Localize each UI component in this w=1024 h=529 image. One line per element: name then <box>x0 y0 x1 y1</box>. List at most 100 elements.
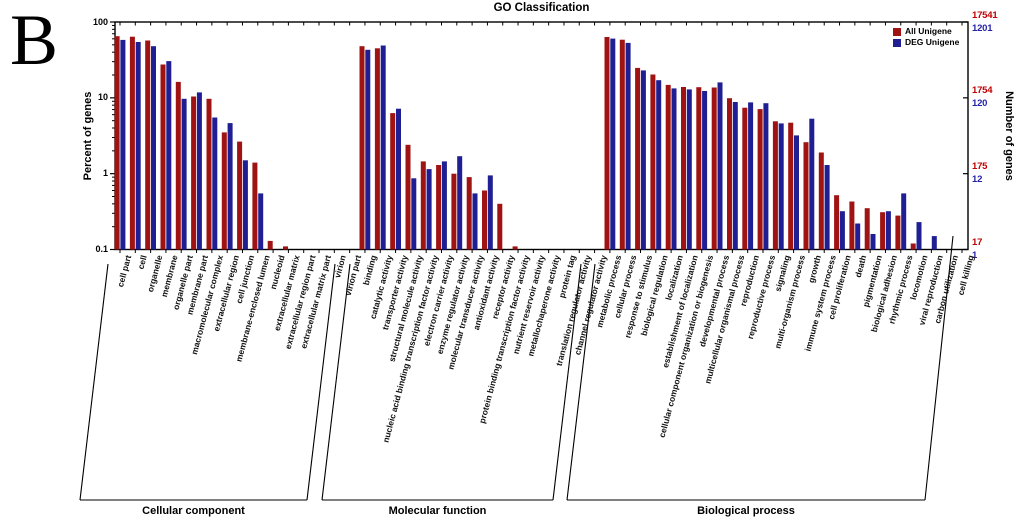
bar-deg-unigene <box>839 211 845 250</box>
bar-all-unigene <box>283 246 288 250</box>
bar-all-unigene <box>145 40 151 250</box>
bar-deg-unigene <box>441 161 447 250</box>
axis-line <box>924 235 954 501</box>
bar-deg-unigene <box>365 49 371 250</box>
bar-deg-unigene <box>166 61 172 250</box>
bar-all-unigene <box>711 87 717 250</box>
legend-label: All Unigene <box>905 26 952 36</box>
bar-all-unigene <box>221 132 227 250</box>
bar-deg-unigene <box>885 211 891 250</box>
bar-deg-unigene <box>901 193 907 250</box>
panel-label: B <box>10 0 59 80</box>
bar-deg-unigene <box>212 117 218 250</box>
bar-all-unigene <box>650 74 656 250</box>
bar-deg-unigene <box>457 156 463 250</box>
axis-line <box>566 263 596 501</box>
bar-all-unigene <box>742 107 748 250</box>
bar-all-unigene <box>466 177 472 250</box>
bar-deg-unigene <box>610 38 616 250</box>
bar-all-unigene <box>788 122 794 250</box>
bar-deg-unigene <box>487 175 493 250</box>
legend-item-all-unigene: All Unigene <box>893 26 959 37</box>
bar-deg-unigene <box>778 123 784 250</box>
bar-deg-unigene <box>748 102 754 250</box>
bar-deg-unigene <box>686 89 692 250</box>
bar-deg-unigene <box>809 118 815 250</box>
bar-deg-unigene <box>870 234 876 250</box>
legend-label: DEG Unigene <box>905 37 960 47</box>
deg-unigene-swatch <box>893 38 901 47</box>
bar-deg-unigene <box>242 160 248 250</box>
y-axis-tick-label: 1 <box>102 168 108 179</box>
bar-deg-unigene <box>717 82 723 250</box>
bar-all-unigene <box>237 141 243 250</box>
bar-deg-unigene <box>640 70 646 250</box>
legend-item-deg-unigene: DEG Unigene <box>893 37 959 48</box>
chart-title: GO Classification <box>493 2 590 14</box>
bar-all-unigene <box>405 144 411 250</box>
bar-deg-unigene <box>794 135 799 250</box>
bar-deg-unigene <box>656 80 662 250</box>
bar-deg-unigene <box>151 46 156 250</box>
bar-deg-unigene <box>472 193 478 250</box>
bar-all-unigene <box>757 109 763 250</box>
bar-deg-unigene <box>855 223 861 250</box>
right-axis-count-deg: 12 <box>972 174 983 186</box>
bar-deg-unigene <box>916 222 922 250</box>
bar-all-unigene <box>818 152 824 250</box>
bar-all-unigene <box>910 243 916 250</box>
bar-deg-unigene <box>824 165 830 250</box>
bar-all-unigene <box>880 212 886 250</box>
bar-deg-unigene <box>135 42 141 250</box>
bar-all-unigene <box>772 121 778 250</box>
axis-line <box>79 263 109 501</box>
bar-deg-unigene <box>227 123 233 250</box>
bar-deg-unigene <box>396 108 401 250</box>
bar-deg-unigene <box>120 39 126 250</box>
bar-all-unigene <box>252 162 258 250</box>
right-axis-count-deg: 120 <box>972 98 988 110</box>
bar-deg-unigene <box>732 102 738 250</box>
bar-deg-unigene <box>426 169 432 250</box>
bar-all-unigene <box>681 87 686 250</box>
bar-all-unigene <box>191 96 197 250</box>
bar-deg-unigene <box>380 45 386 250</box>
y-axis-tick-label: 100 <box>92 16 108 27</box>
right-axis-count-all: 175 <box>972 161 988 173</box>
bar-all-unigene <box>497 203 503 250</box>
all-unigene-swatch <box>893 27 901 36</box>
legend: All Unigene DEG Unigene <box>893 26 959 48</box>
bar-deg-unigene <box>625 42 631 250</box>
bar-all-unigene <box>895 215 901 250</box>
bar-all-unigene <box>635 67 641 250</box>
bar-all-unigene <box>129 36 135 250</box>
bar-deg-unigene <box>181 98 187 250</box>
bar-deg-unigene <box>258 193 264 250</box>
bar-all-unigene <box>175 81 181 250</box>
bar-all-unigene <box>696 87 702 250</box>
bar-all-unigene <box>206 98 212 250</box>
bar-all-unigene <box>482 190 487 250</box>
bar-all-unigene <box>374 48 380 250</box>
bar-all-unigene <box>619 39 625 250</box>
bar-deg-unigene <box>763 103 769 250</box>
bar-all-unigene <box>834 195 840 250</box>
right-axis-count-deg: 1 <box>972 250 978 261</box>
axis-line <box>306 263 336 501</box>
bar-all-unigene <box>665 84 671 250</box>
bar-deg-unigene <box>671 88 677 250</box>
bar-all-unigene <box>803 142 809 250</box>
bar-all-unigene <box>390 113 396 250</box>
group-label-0: Cellular component <box>142 505 245 517</box>
axis-line <box>321 263 351 501</box>
y-axis-tick-label: 10 <box>97 92 108 103</box>
bar-all-unigene <box>512 246 518 250</box>
right-axis-count-all: 1754 <box>972 85 993 97</box>
right-axis-count-all: 17541 <box>972 9 998 21</box>
right-axis-count-all: 17 <box>972 237 983 248</box>
bar-all-unigene <box>604 37 610 250</box>
bar-deg-unigene <box>931 236 937 250</box>
bar-deg-unigene <box>702 91 708 250</box>
bar-all-unigene <box>436 165 442 250</box>
